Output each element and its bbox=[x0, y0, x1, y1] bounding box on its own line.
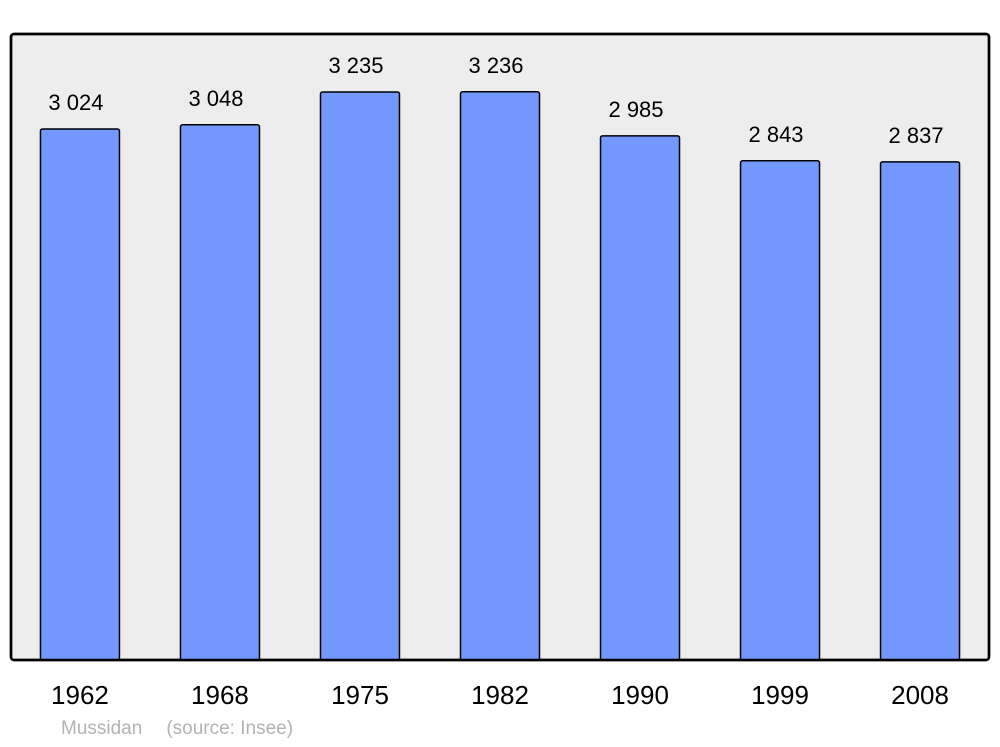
bar-1975 bbox=[319, 91, 401, 661]
bar-1962 bbox=[39, 128, 121, 661]
data-label-1990: 2 985 bbox=[608, 97, 663, 122]
data-label-1982: 3 236 bbox=[468, 53, 523, 78]
x-tick-label-1975: 1975 bbox=[331, 680, 389, 710]
x-tick-label-1999: 1999 bbox=[751, 680, 809, 710]
bar-1999 bbox=[739, 160, 821, 661]
bar-2008 bbox=[879, 161, 961, 661]
bar-1990 bbox=[599, 135, 681, 661]
chart-caption: Mussidan (source: Insee) bbox=[61, 718, 317, 740]
data-label-1975: 3 235 bbox=[328, 53, 383, 78]
x-tick-label-2008: 2008 bbox=[891, 680, 949, 710]
plot-border bbox=[9, 32, 991, 662]
data-label-2008: 2 837 bbox=[889, 123, 944, 148]
caption-source: (source: Insee) bbox=[166, 718, 294, 739]
bar-1968 bbox=[179, 124, 261, 661]
caption-place: Mussidan bbox=[61, 718, 143, 739]
x-tick-label-1968: 1968 bbox=[191, 680, 249, 710]
bar-1982 bbox=[459, 91, 541, 661]
x-tick-label-1962: 1962 bbox=[51, 680, 109, 710]
x-tick-label-1990: 1990 bbox=[611, 680, 669, 710]
data-label-1999: 2 843 bbox=[748, 122, 803, 147]
data-label-1962: 3 024 bbox=[48, 90, 103, 115]
data-label-1968: 3 048 bbox=[188, 86, 243, 111]
x-tick-label-1982: 1982 bbox=[471, 680, 529, 710]
